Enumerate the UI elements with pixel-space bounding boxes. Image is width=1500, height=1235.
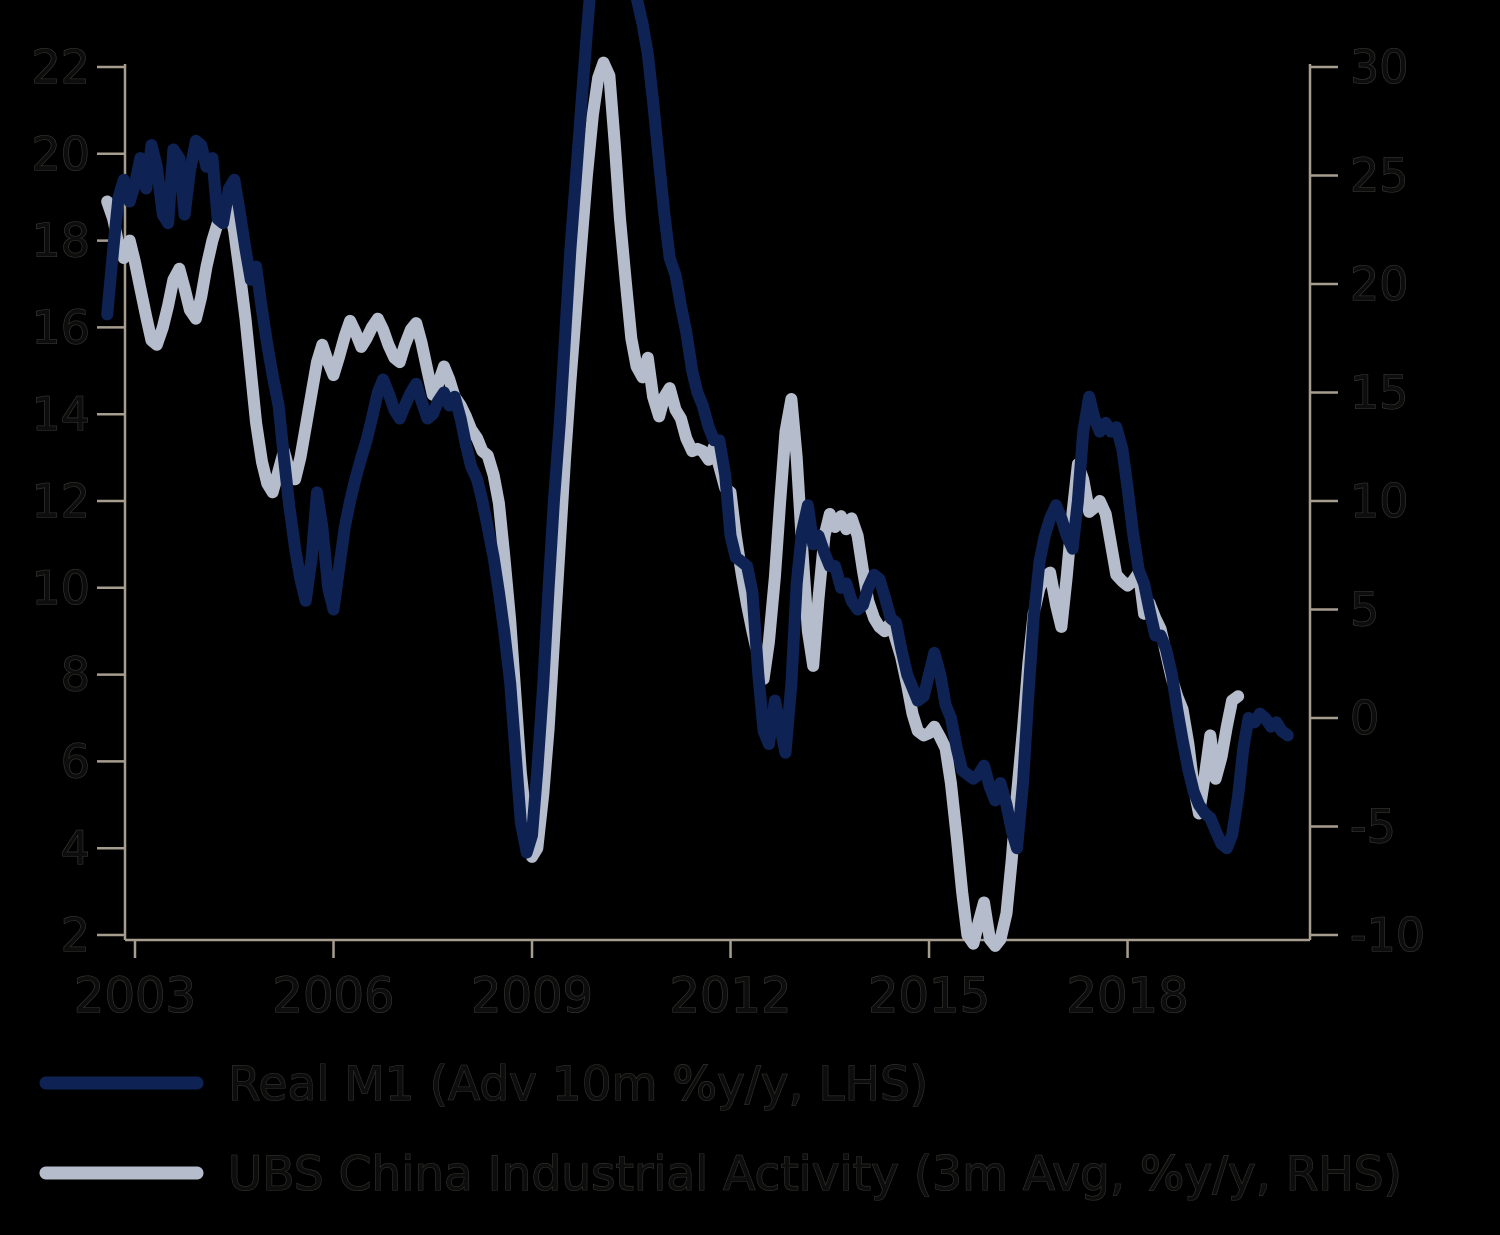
right-axis-tick-label: 10 (1350, 474, 1409, 528)
left-axis-tick-label: 16 (31, 300, 90, 354)
legend-label-ubs-activity: UBS China Industrial Activity (3m Avg, %… (228, 1147, 1402, 1202)
left-axis-tick-label: 2 (61, 908, 90, 962)
right-axis-tick-label: 15 (1350, 366, 1409, 420)
series-group (101, 0, 1294, 952)
x-axis-tick-label: 2006 (272, 968, 394, 1024)
x-axis-tick-label: 2003 (74, 968, 196, 1024)
left-axis-tick-label: 14 (31, 387, 90, 441)
left-axis-tick-label: 18 (31, 214, 90, 268)
x-axis-tick-label: 2015 (868, 968, 990, 1024)
left-axis-tick-label: 8 (61, 648, 90, 702)
right-axis-tick-label: 30 (1350, 40, 1409, 94)
x-axis-tick-label: 2018 (1066, 968, 1188, 1024)
left-axis-tick-label: 22 (31, 40, 90, 94)
legend: Real M1 (Adv 10m %y/y, LHS) UBS China In… (39, 1056, 1402, 1203)
left-axis-tick-label: 4 (61, 821, 90, 875)
right-axis-labels: 30 25 20 15 10 5 0 -5 -10 (1349, 39, 1425, 962)
legend-label-real-m1: Real M1 (Adv 10m %y/y, LHS) (228, 1057, 928, 1112)
right-axis-tick-label: 25 (1350, 149, 1409, 203)
right-axis-ticks (1310, 65, 1338, 937)
right-axis-tick-label: 5 (1350, 583, 1379, 637)
left-axis-tick-label: 10 (31, 561, 90, 615)
right-axis-tick-label: 20 (1350, 257, 1409, 311)
series-real-m1 (101, 0, 1294, 859)
x-axis-ticks (133, 940, 1129, 958)
x-axis-tick-label: 2012 (669, 968, 791, 1024)
left-axis-tick-label: 6 (61, 734, 90, 788)
x-axis-labels: 2003 2006 2009 2012 2015 2018 (73, 967, 1189, 1024)
left-axis-tick-label: 12 (31, 474, 90, 528)
left-axis-tick-label: 20 (31, 127, 90, 181)
right-axis-tick-label: -5 (1350, 800, 1396, 854)
x-axis-tick-label: 2009 (471, 968, 593, 1024)
left-axis-labels: 22 20 18 16 14 12 10 8 6 4 2 (31, 39, 91, 962)
series-ubs-china-industrial-activity (101, 56, 1245, 952)
right-axis-tick-label: 0 (1350, 691, 1379, 745)
right-axis-tick-label: -10 (1350, 908, 1425, 962)
